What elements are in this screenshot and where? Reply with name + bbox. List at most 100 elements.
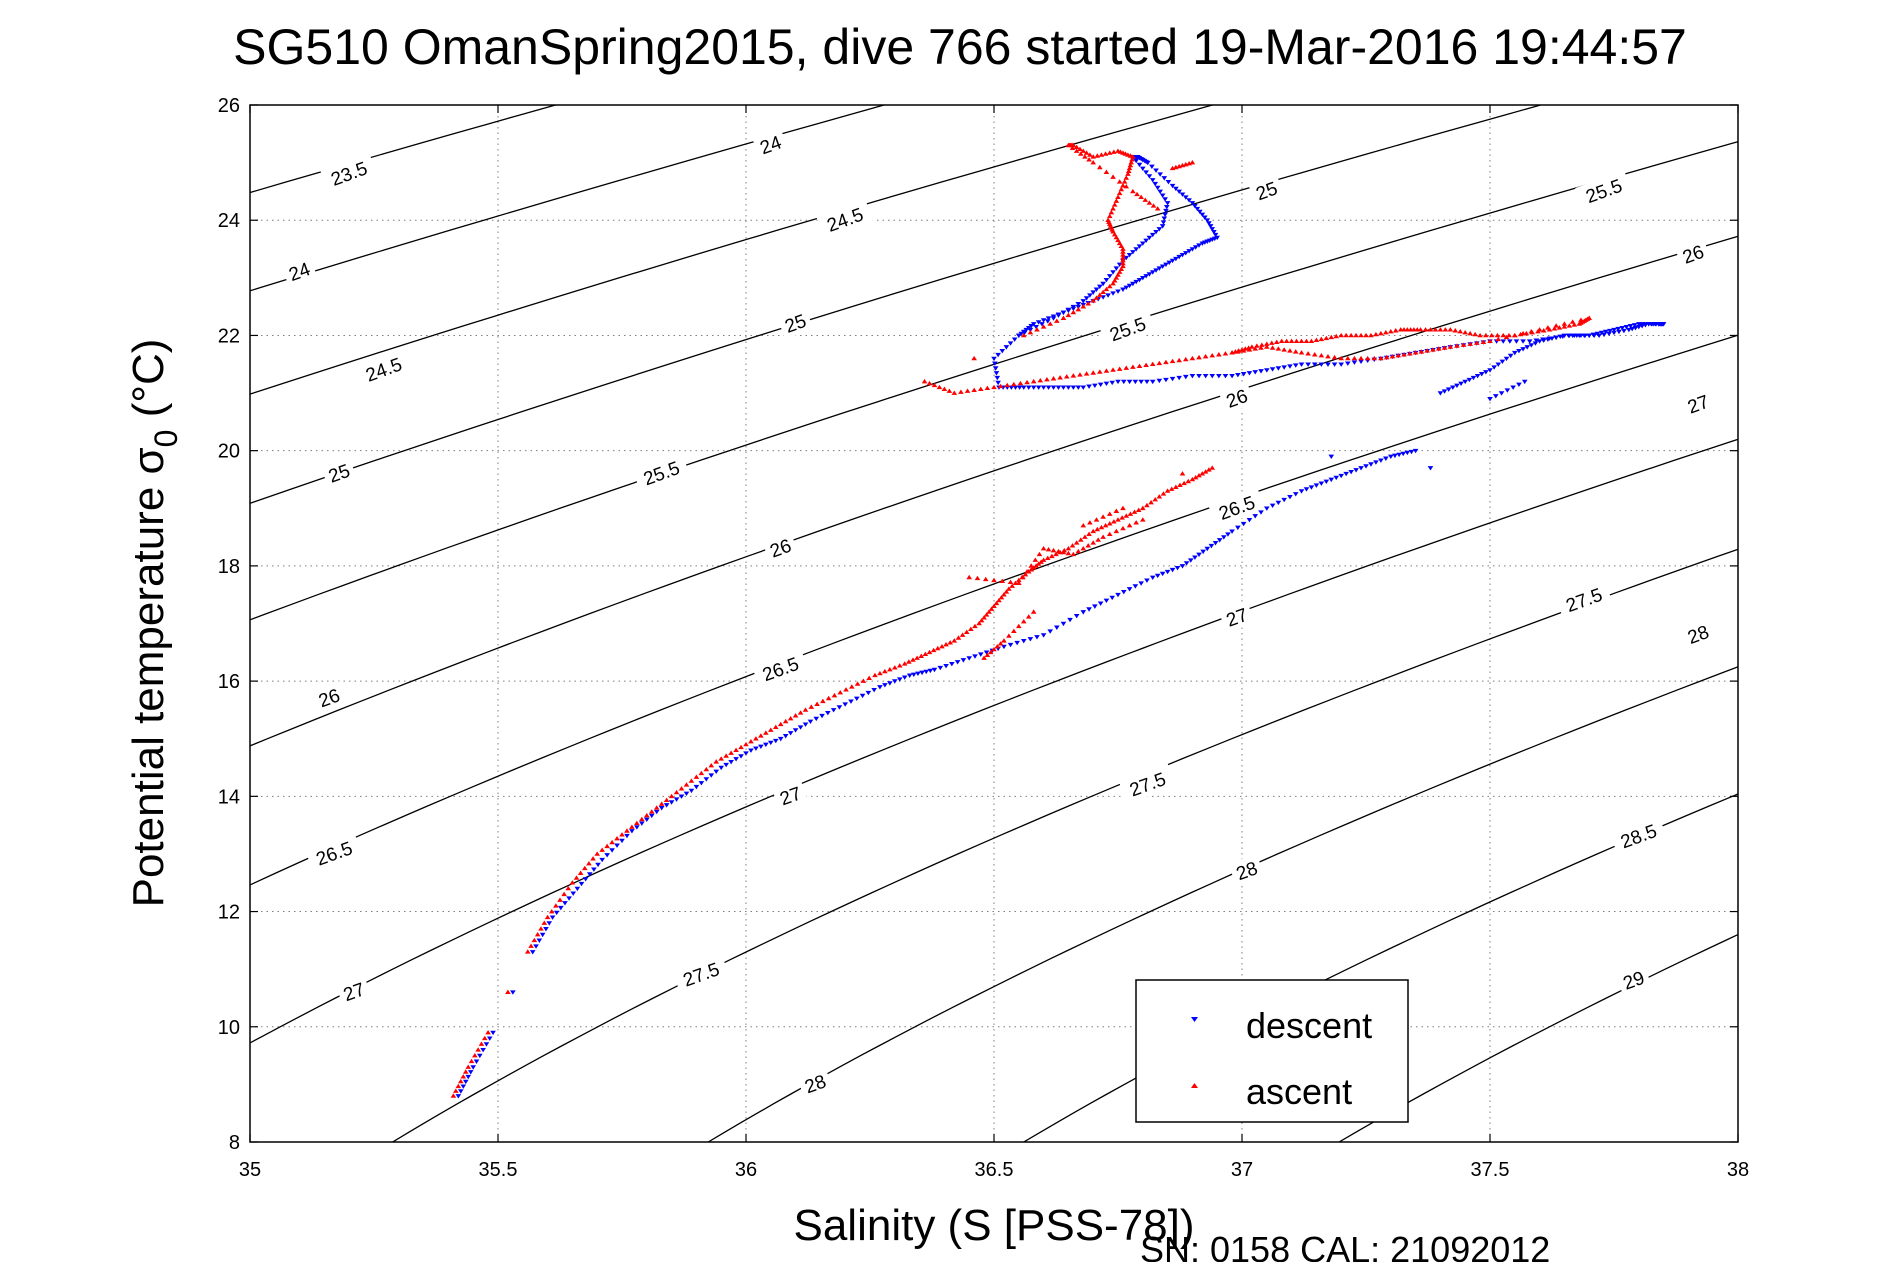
descent-point [1030,385,1037,390]
descent-point [1626,327,1632,333]
descent-point [644,817,650,822]
descent-point [1492,394,1499,399]
contour-label-bg [1099,308,1157,349]
descent-point [1368,462,1374,467]
ascent-point [997,383,1004,389]
ascent-point [1093,295,1100,300]
ascent-point [1348,332,1354,338]
ascent-point [1229,350,1235,355]
descent-point [1521,379,1528,385]
ascent-point [922,651,929,657]
descent-point [1161,176,1168,181]
ascent-point [1049,553,1055,559]
descent-point [848,699,854,704]
descent-point [1427,466,1434,471]
ascent-point [951,390,958,395]
ascent-point [1338,332,1344,338]
descent-point [1287,494,1293,500]
ascent-point [901,661,908,666]
descent-point [972,654,978,659]
ascent-point [1281,347,1287,352]
descent-point [966,656,972,661]
ascent-point [1164,488,1171,493]
ascent-point [1176,357,1182,363]
descent-point [1027,637,1034,642]
descent-point [1109,380,1116,386]
ascent-point [963,629,970,634]
ascent-point [792,713,799,718]
descent-point [1487,368,1493,373]
ascent-point [1050,376,1057,381]
descent-point [1140,276,1146,281]
descent-point [983,650,990,655]
ascent-point [1090,298,1096,303]
descent-point [543,927,549,932]
ascent-point [976,620,982,626]
ascent-point [1082,154,1088,159]
ascent-point [1085,301,1092,306]
ascent-point [1138,194,1144,199]
y-axis: 8 10 12 14 16 18 20 22 24 26 [218,95,1738,1154]
ascent-point [1044,377,1050,382]
descent-point [1110,270,1116,275]
ascent-point [892,665,898,670]
ascent-point [1142,197,1149,202]
ascent-point [1115,194,1121,199]
ascent-point [1131,509,1138,514]
ascent-point [1123,365,1130,370]
ascent-point [1163,359,1169,365]
descent-point [1229,373,1235,379]
descent-point [728,759,734,765]
descent-point [1221,535,1227,540]
ascent-point [1553,323,1559,328]
ascent-point [1111,232,1118,237]
ascent-point [577,870,584,875]
descent-point [1611,330,1617,336]
ascent-point [981,655,987,660]
descent-point [1338,473,1344,479]
descent-point [1264,368,1270,373]
descent-point [1115,379,1121,385]
ascent-point [1378,330,1384,336]
y-tick-label: 12 [218,902,240,924]
ascent-point [1103,169,1110,175]
ascent-point [882,668,888,674]
descent-point [1136,162,1143,168]
ascent-point [1087,520,1093,525]
ascent-point [996,597,1002,603]
descent-point [1130,281,1136,287]
ascent-point [738,744,744,750]
descent-point [1097,284,1103,290]
ascent-point [1110,174,1116,179]
ascent-point [1177,482,1183,488]
ascent-point [1118,186,1125,192]
ascent-point [1202,469,1209,474]
descent-point [480,1048,486,1053]
ascent-point [1206,467,1212,472]
descent-point [1080,610,1087,615]
ascent-point [1116,269,1123,274]
descent-point [1606,331,1612,337]
ascent-point [1116,190,1123,196]
ascent-point [1331,354,1338,360]
descent-point [546,921,553,926]
ascent-point [991,384,997,390]
descent-point [871,687,877,693]
ascent-point [1100,534,1106,539]
contour-label-bg [1248,174,1285,207]
ascent-point [797,710,804,715]
descent-point [892,679,898,684]
ascent-point [978,618,985,623]
ascent-point [713,759,720,764]
ascent-point [553,903,559,908]
descent-point [1581,333,1588,339]
ascent-point [1115,517,1121,522]
ascent-point [1105,217,1111,223]
descent-point [1507,339,1513,344]
ascent-point [1094,526,1101,532]
descent-point [1130,250,1136,255]
descent-point [1208,543,1215,549]
ascent-point [1318,336,1325,342]
ascent-point [569,880,576,885]
ascent-point [573,875,580,880]
